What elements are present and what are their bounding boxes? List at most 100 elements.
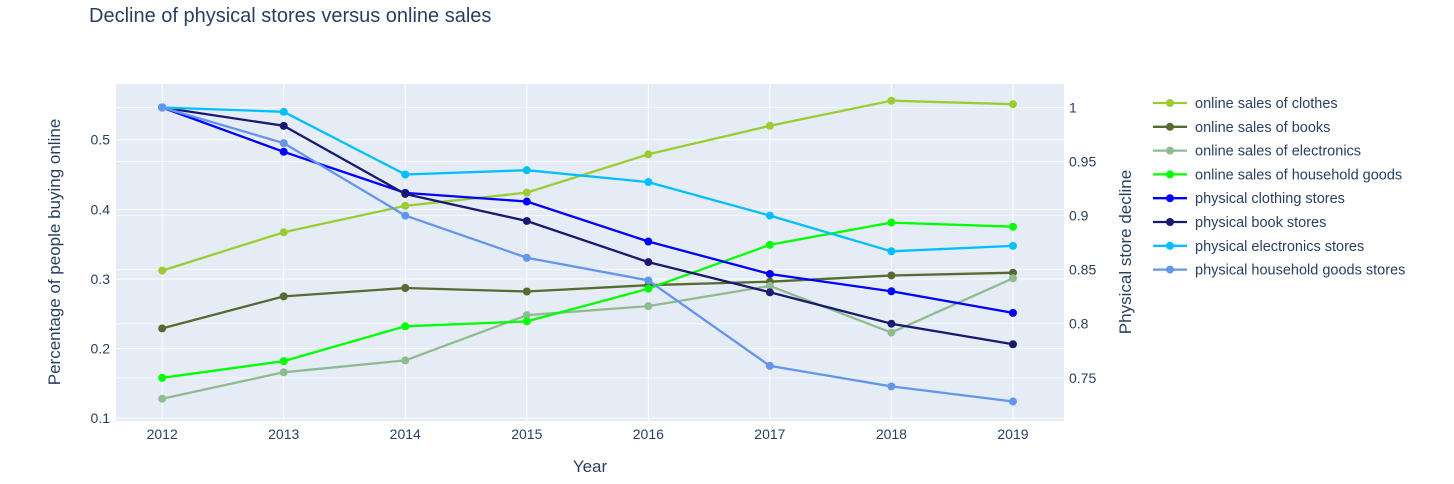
x-tick-label: 2017 xyxy=(754,426,785,442)
data-point xyxy=(644,237,653,246)
data-point xyxy=(279,121,288,130)
series-line xyxy=(161,106,1014,315)
legend-item[interactable]: physical book stores xyxy=(1153,215,1326,231)
data-point xyxy=(644,178,653,187)
legend-item[interactable]: online sales of clothes xyxy=(1153,96,1338,112)
x-tick-label: 2013 xyxy=(268,426,299,442)
x-tick-label: 2016 xyxy=(633,426,664,442)
data-point xyxy=(279,139,288,148)
y-tick-label: 0.1 xyxy=(91,410,111,426)
y2-tick-label: 0.85 xyxy=(1069,262,1096,278)
data-point xyxy=(401,211,410,220)
legend-label: physical electronics stores xyxy=(1195,239,1364,255)
x-axis-title: Year xyxy=(573,457,608,476)
series-line xyxy=(162,221,1014,379)
chart-title: Decline of physical stores versus online… xyxy=(89,5,491,27)
data-point xyxy=(644,258,653,267)
data-point xyxy=(887,247,896,256)
x-tick-label: 2014 xyxy=(390,426,421,442)
y2-tick-label: 0.75 xyxy=(1069,370,1096,386)
data-point xyxy=(765,288,774,297)
data-point xyxy=(279,368,288,377)
grid xyxy=(116,84,1064,421)
legend-item[interactable]: online sales of electronics xyxy=(1153,144,1361,160)
data-point xyxy=(522,166,531,175)
series-line xyxy=(161,99,1014,272)
x-tick-label: 2019 xyxy=(997,426,1028,442)
data-point xyxy=(279,292,288,301)
data-point xyxy=(887,382,896,391)
series-line xyxy=(161,106,1014,403)
legend-item[interactable]: physical clothing stores xyxy=(1153,191,1345,207)
data-point xyxy=(522,253,531,262)
legend-label: online sales of books xyxy=(1195,120,1330,136)
series-line xyxy=(162,106,1014,346)
y2-tick-label: 1 xyxy=(1069,99,1077,115)
series-line xyxy=(162,106,1014,253)
data-point xyxy=(887,319,896,328)
data-point xyxy=(401,356,410,365)
data-point xyxy=(1008,274,1017,283)
data-point xyxy=(1008,241,1017,250)
legend-label: physical household goods stores xyxy=(1195,263,1405,279)
legend-swatch-marker xyxy=(1166,194,1174,203)
data-point xyxy=(644,150,653,159)
data-point xyxy=(158,103,167,112)
data-point xyxy=(279,357,288,366)
x-tick-label: 2015 xyxy=(511,426,542,442)
data-point xyxy=(644,284,653,293)
series-2 xyxy=(158,274,1017,403)
data-point xyxy=(765,281,774,290)
series-0 xyxy=(158,96,1017,275)
data-point xyxy=(401,201,410,210)
legend-label: online sales of household goods xyxy=(1195,167,1402,183)
y-axis-title: Percentage of people buying online xyxy=(45,119,64,386)
data-point xyxy=(279,228,288,237)
data-point xyxy=(522,317,531,326)
y-tick-label: 0.2 xyxy=(91,341,111,357)
data-point xyxy=(401,189,410,198)
data-point xyxy=(644,276,653,285)
data-point xyxy=(644,302,653,311)
series-3 xyxy=(158,218,1017,382)
y2-tick-label: 0.9 xyxy=(1069,208,1089,224)
x-axis: 2012 2013 2014 2015 2016 2017 2018 2019 xyxy=(147,426,1029,442)
y-tick-label: 0.5 xyxy=(91,132,111,148)
data-point xyxy=(1008,308,1017,317)
series-line xyxy=(161,277,1014,400)
data-point xyxy=(765,211,774,220)
legend-swatch-marker xyxy=(1166,99,1174,107)
data-point xyxy=(158,373,167,382)
legend-swatch-marker xyxy=(1166,170,1174,179)
data-point xyxy=(887,218,896,227)
legend-item[interactable]: physical electronics stores xyxy=(1153,239,1364,255)
legend-item[interactable]: online sales of household goods xyxy=(1153,167,1402,183)
x-tick-label: 2018 xyxy=(876,426,907,442)
legend-swatch-marker xyxy=(1166,122,1174,131)
legend-item[interactable]: physical household goods stores xyxy=(1153,263,1405,279)
legend-swatch-marker xyxy=(1166,265,1174,274)
data-point xyxy=(887,271,896,280)
y-axis: 0.1 0.2 0.3 0.4 0.5 xyxy=(91,132,111,427)
x-tick-label: 2012 xyxy=(147,426,178,442)
data-point xyxy=(887,96,896,105)
data-point xyxy=(765,240,774,249)
data-point xyxy=(401,322,410,331)
legend-item[interactable]: online sales of books xyxy=(1153,120,1330,136)
legend-swatch-marker xyxy=(1166,241,1174,250)
legend-swatch-marker xyxy=(1166,218,1174,226)
data-point xyxy=(765,269,774,278)
y2-axis-title: Physical store decline xyxy=(1116,170,1135,334)
data-point xyxy=(1008,340,1017,349)
data-point xyxy=(522,311,531,320)
data-point xyxy=(401,284,410,293)
data-point xyxy=(1008,100,1017,109)
y2-tick-label: 0.95 xyxy=(1069,154,1096,170)
legend-label: online sales of electronics xyxy=(1195,144,1361,160)
data-point xyxy=(279,107,288,116)
legend-label: online sales of clothes xyxy=(1195,96,1338,112)
legend-label: physical clothing stores xyxy=(1195,191,1345,207)
legend-swatch-marker xyxy=(1166,146,1174,155)
data-point xyxy=(765,361,774,370)
